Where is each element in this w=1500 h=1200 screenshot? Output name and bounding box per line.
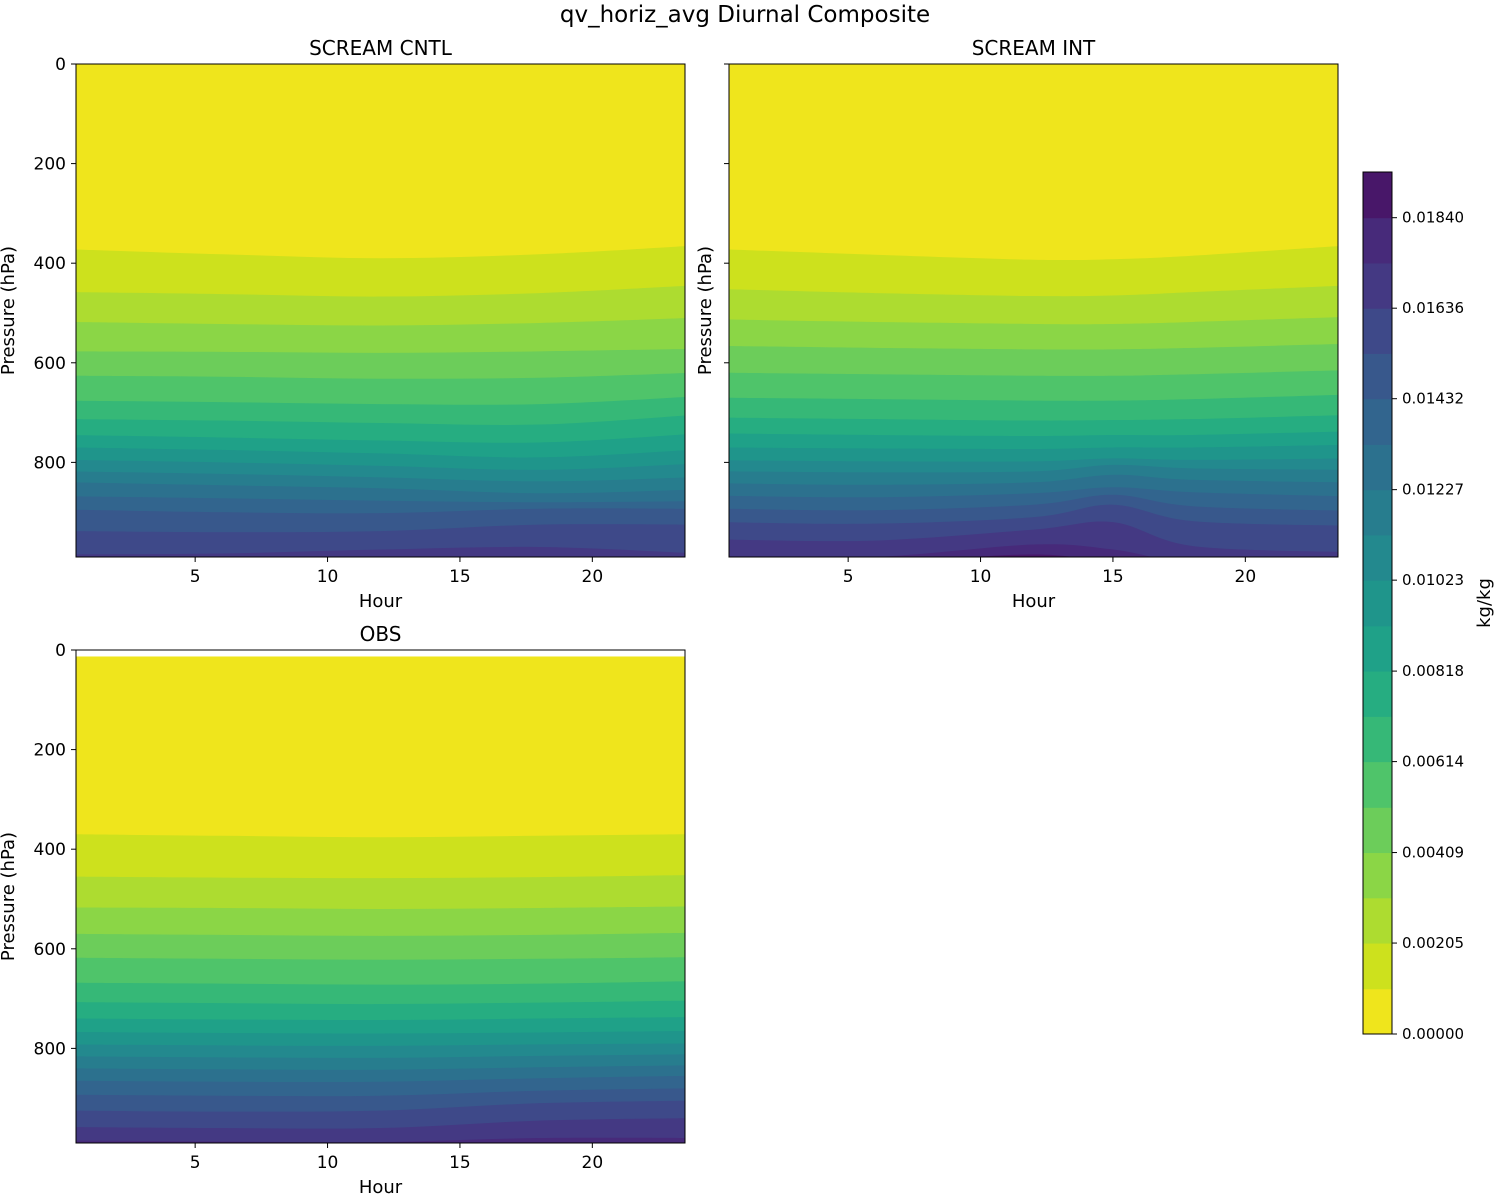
y-tick-label: 600 xyxy=(34,354,66,374)
y-tick-label: 400 xyxy=(34,840,66,860)
panel-title: OBS xyxy=(360,622,402,646)
colorbar-tick-label: 0.00000 xyxy=(1402,1025,1464,1043)
colorbar-tick-label: 0.00614 xyxy=(1402,753,1464,771)
y-tick-label: 200 xyxy=(34,741,66,761)
axes-frame xyxy=(75,649,686,1144)
y-tick-label: 600 xyxy=(34,940,66,960)
colorbar-swatch xyxy=(1363,262,1392,309)
x-axis-label: Hour xyxy=(1012,591,1056,612)
colorbar-swatch xyxy=(1363,897,1392,944)
colorbar-swatch xyxy=(1363,625,1392,672)
panel-title: SCREAM CNTL xyxy=(309,36,453,60)
y-tick-label: 0 xyxy=(55,641,66,661)
x-tick-label: 20 xyxy=(1235,567,1257,587)
colorbar-tick-label: 0.01432 xyxy=(1402,390,1464,408)
contour-plot-obs xyxy=(76,656,685,1143)
colorbar-tick-label: 0.00818 xyxy=(1402,662,1464,680)
chart-title: qv_horiz_avg Diurnal Composite xyxy=(560,2,930,28)
contour-band xyxy=(76,546,685,557)
colorbar-swatch xyxy=(1363,398,1392,445)
panel-title: SCREAM INT xyxy=(972,36,1096,60)
colorbar-tick-label: 0.01840 xyxy=(1402,209,1464,227)
colorbar-swatch xyxy=(1363,988,1392,1035)
x-tick-label: 15 xyxy=(1102,567,1124,587)
colorbar-tick-label: 0.00205 xyxy=(1402,934,1464,952)
colorbar-swatch xyxy=(1363,308,1392,354)
contour-band xyxy=(729,521,1338,557)
contour-band xyxy=(76,1118,685,1143)
x-axis-label: Hour xyxy=(359,591,403,612)
contour-plot-cntl xyxy=(70,64,691,567)
x-tick-label: 20 xyxy=(582,1153,604,1173)
colorbar-swatch xyxy=(1363,580,1392,627)
x-tick-label: 10 xyxy=(317,1153,339,1173)
colorbar-swatch xyxy=(1363,671,1392,717)
axes-frame xyxy=(75,63,686,558)
y-axis-label: Pressure (hPa) xyxy=(695,246,716,375)
colorbar-swatch xyxy=(1363,716,1392,763)
colorbar-tick-label: 0.01023 xyxy=(1402,571,1464,589)
colorbar-swatch xyxy=(1363,534,1392,581)
y-tick-label: 800 xyxy=(34,453,66,473)
colorbar-swatch xyxy=(1363,489,1392,536)
colorbar-tick-label: 0.01636 xyxy=(1402,299,1464,317)
colorbar-swatch xyxy=(1363,172,1392,219)
y-axis-label: Pressure (hPa) xyxy=(0,246,19,375)
x-tick-label: 10 xyxy=(317,567,339,587)
contour-band xyxy=(76,1137,685,1143)
x-tick-label: 5 xyxy=(843,567,854,587)
x-tick-label: 10 xyxy=(970,567,992,587)
colorbar-frame xyxy=(1362,171,1393,1035)
y-axis-label: Pressure (hPa) xyxy=(0,832,19,961)
colorbar xyxy=(1363,172,1392,1035)
contour-plot-int xyxy=(729,64,1338,557)
colorbar-swatch xyxy=(1363,852,1392,899)
colorbar-swatch xyxy=(1363,217,1392,264)
y-tick-label: 800 xyxy=(34,1039,66,1059)
colorbar-swatch xyxy=(1363,444,1392,491)
colorbar-swatch xyxy=(1363,761,1392,808)
colorbar-label: kg/kg xyxy=(1474,578,1495,628)
x-tick-label: 15 xyxy=(449,1153,471,1173)
colorbar-tick-label: 0.01227 xyxy=(1402,481,1464,499)
colorbar-swatch xyxy=(1363,807,1392,854)
contour-band xyxy=(874,544,1153,557)
colorbar-swatch xyxy=(1363,353,1392,400)
y-tick-label: 200 xyxy=(34,155,66,175)
colorbar-tick-label: 0.00409 xyxy=(1402,844,1464,862)
contour-band xyxy=(971,554,1073,557)
contour-band xyxy=(70,558,691,567)
x-axis-label: Hour xyxy=(359,1177,403,1198)
x-tick-label: 5 xyxy=(190,1153,201,1173)
x-tick-label: 15 xyxy=(449,567,471,587)
x-tick-label: 5 xyxy=(190,567,201,587)
y-tick-label: 0 xyxy=(55,55,66,75)
y-tick-label: 400 xyxy=(34,254,66,274)
x-tick-label: 20 xyxy=(582,567,604,587)
axes-frame xyxy=(728,63,1339,558)
colorbar-swatch xyxy=(1363,943,1392,990)
